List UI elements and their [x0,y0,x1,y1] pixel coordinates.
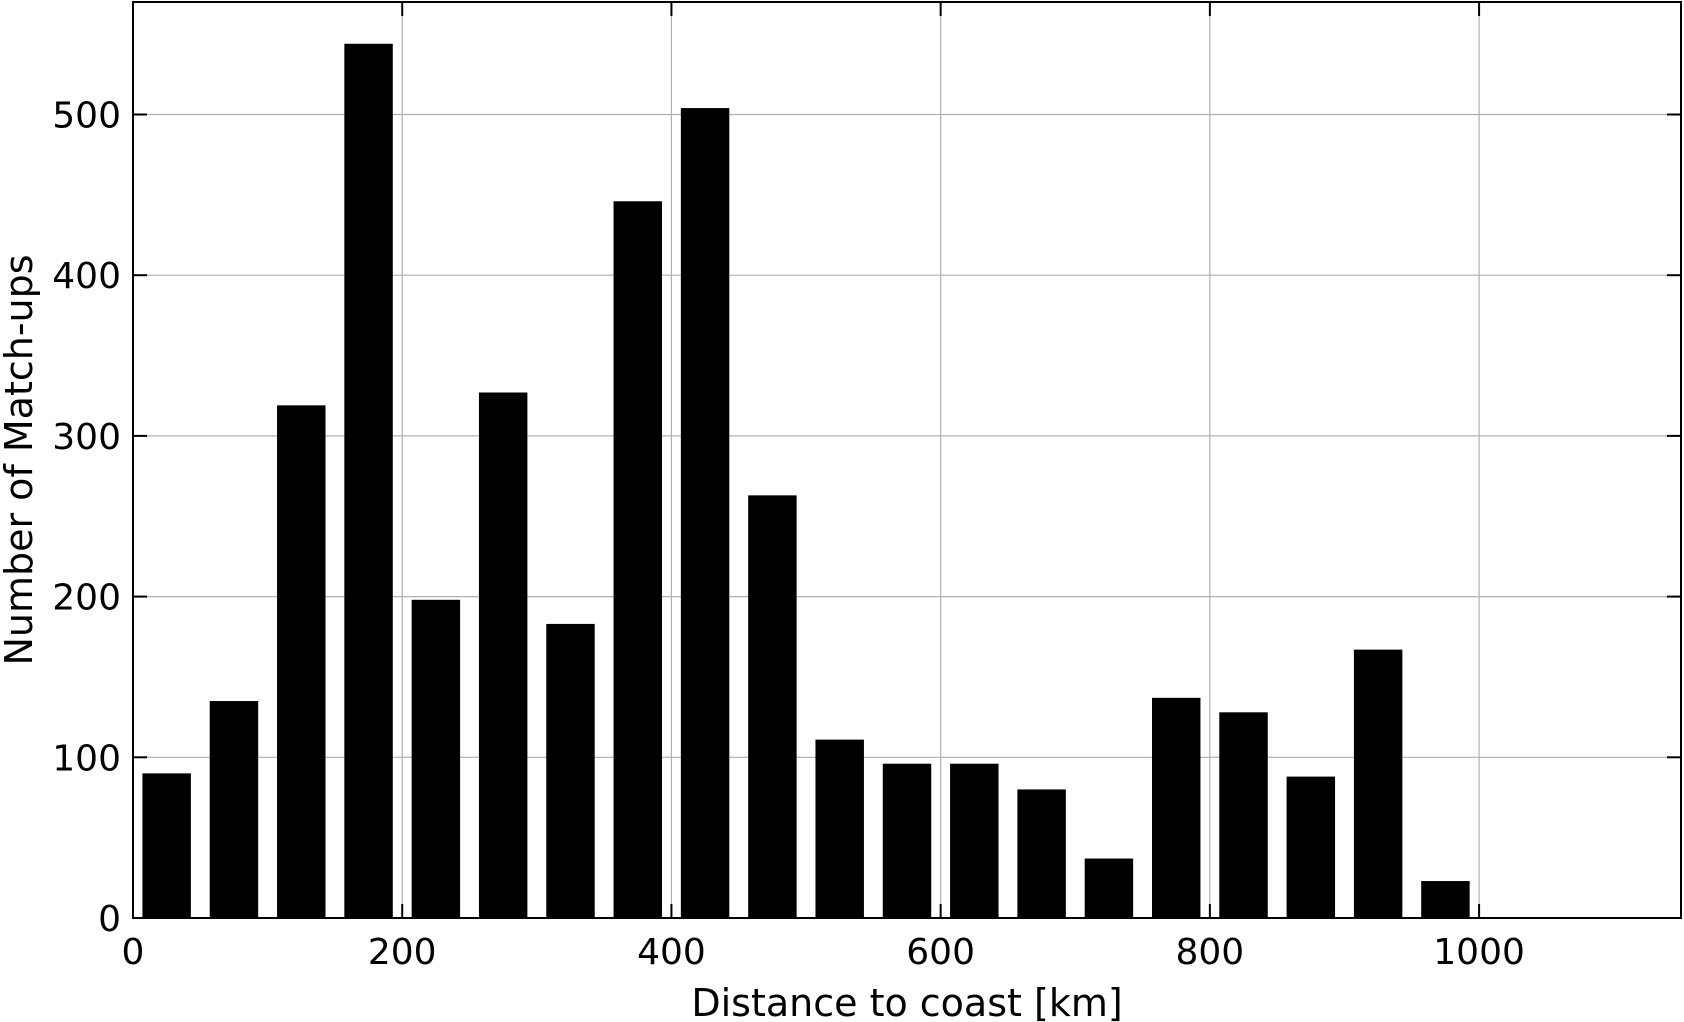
bar [680,108,730,918]
bar [1421,881,1470,918]
bar [882,763,932,918]
bars [142,43,1470,919]
bar [344,43,393,918]
bar [209,701,259,918]
x-tick-label: 400 [637,932,706,973]
tick-labels: 0 200 400 600 800 1000 0 100 200 300 400 500 [52,95,1525,973]
bar [748,495,797,918]
bar [142,773,191,918]
y-tick-label: 300 [52,417,121,458]
axis-ticks [132,2,1681,919]
bar [1219,712,1268,918]
x-axis-title: Distance to coast [km] [691,981,1122,1022]
y-tick-label: 100 [52,738,121,779]
x-tick-label: 0 [122,932,145,973]
y-axis-title: Number of Match-ups [0,254,41,665]
bar [411,599,461,918]
y-tick-label: 0 [98,899,121,940]
bar [1084,858,1134,918]
bar [277,405,326,918]
bar [815,739,864,918]
y-tick-label: 200 [52,578,121,619]
x-tick-label: 600 [906,932,975,973]
bar [546,623,595,918]
bar [950,763,999,918]
bar [613,201,663,919]
bar [1017,789,1066,918]
bar [1353,649,1403,918]
x-tick-label: 200 [368,932,437,973]
y-tick-label: 500 [52,95,121,136]
bar [478,392,528,918]
x-tick-label: 1000 [1433,932,1525,973]
bar [1151,697,1201,918]
plot-frame [132,1,1682,919]
y-tick-label: 400 [52,256,121,297]
x-tick-label: 800 [1176,932,1245,973]
bar [1286,776,1336,918]
